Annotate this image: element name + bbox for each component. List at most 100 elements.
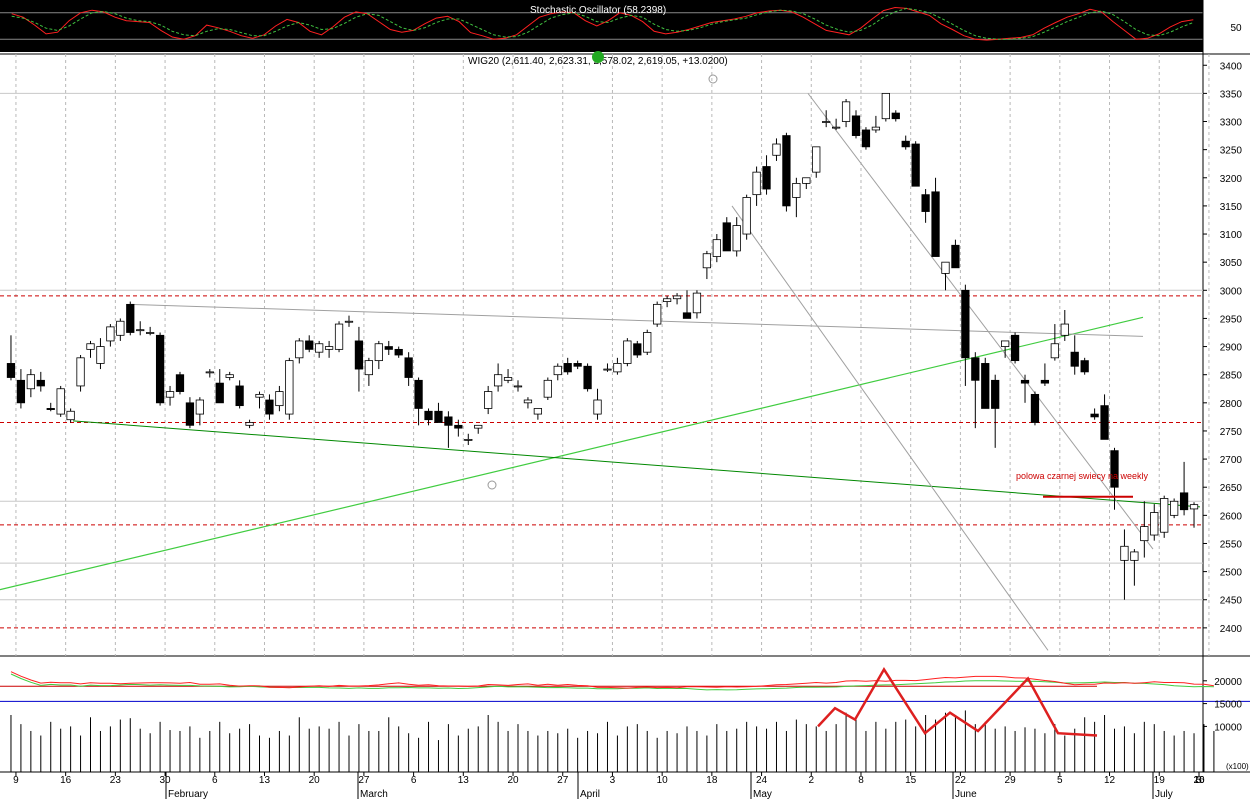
marker-icon: [487, 480, 497, 490]
candle-body: [1060, 323, 1069, 336]
candle-body: [832, 126, 841, 129]
candle-body: [682, 312, 692, 319]
x-day-label: 10: [657, 775, 669, 786]
candle-body: [961, 289, 970, 359]
candle-body: [583, 365, 592, 390]
volume-tick-label: 15000: [1214, 700, 1242, 711]
x-month-label: May: [753, 789, 772, 799]
price-tick-label: 3250: [1220, 146, 1243, 157]
candle-body: [802, 177, 811, 184]
candle-body: [1080, 360, 1089, 373]
candle-body: [1110, 450, 1119, 488]
candle-body: [722, 222, 731, 252]
candle-body: [205, 371, 214, 374]
candle-body: [633, 343, 642, 356]
candle-body: [1100, 405, 1109, 440]
annotation-text: polowa czarnej swiecy na weekly: [1016, 471, 1149, 481]
candle-body: [672, 295, 682, 300]
candle-body: [1010, 334, 1020, 362]
candle-body: [225, 374, 234, 378]
candle-body: [66, 410, 75, 421]
candle-body: [1160, 498, 1169, 533]
candle-body: [732, 225, 741, 252]
volume-unit-label: (x100): [1226, 762, 1249, 771]
candle-body: [285, 360, 294, 415]
candle-body: [1120, 545, 1129, 561]
candle-body: [394, 348, 403, 356]
price-tick-label: 2850: [1220, 371, 1243, 382]
x-month-label: February: [168, 789, 208, 799]
x-day-label: 6: [212, 775, 218, 786]
x-month-label: March: [360, 789, 388, 799]
candle-body: [126, 303, 135, 333]
candle-body: [812, 146, 821, 173]
price-tick-label: 2450: [1220, 596, 1243, 607]
rising-green-trendline: [0, 316, 1144, 591]
candle-body: [195, 399, 204, 415]
candle-body: [444, 416, 453, 426]
candle-body: [712, 239, 721, 257]
candle-body: [991, 379, 1000, 409]
candle-body: [941, 261, 950, 274]
x-day-label: 22: [955, 775, 967, 786]
grey-resistance-trendline: [129, 303, 1144, 337]
candle-body: [752, 171, 761, 196]
candle-body: [871, 126, 881, 131]
candle-body: [782, 135, 791, 207]
x-day-label: 5: [1057, 775, 1063, 786]
candle-body: [1040, 379, 1050, 384]
x-month-label: April: [580, 789, 600, 799]
candle-body: [305, 340, 314, 350]
price-tick-label: 3300: [1220, 118, 1243, 129]
candle-body: [891, 112, 900, 120]
candle-body: [1090, 413, 1099, 418]
candle-body: [26, 374, 35, 390]
candle-body: [344, 320, 354, 323]
candle-body: [931, 191, 940, 257]
price-tick-label: 3350: [1220, 89, 1243, 100]
candle-body: [593, 399, 602, 415]
candle-body: [861, 129, 871, 148]
upper-channel-line: [807, 93, 1154, 550]
candle-body: [911, 143, 920, 187]
candle-body: [106, 326, 115, 342]
price-tick-label: 3000: [1220, 286, 1243, 297]
marker-icon: [708, 74, 718, 84]
candle-body: [762, 166, 771, 190]
x-day-label: 12: [1104, 775, 1116, 786]
candle-body: [1150, 512, 1159, 536]
candle-body: [553, 365, 562, 376]
x-day-label: 13: [259, 775, 271, 786]
candle-body: [255, 393, 264, 398]
price-tick-label: 3150: [1220, 202, 1243, 213]
candle-body: [841, 101, 851, 122]
candle-body: [1070, 351, 1079, 367]
price-tick-label: 3100: [1220, 230, 1243, 241]
candle-body: [175, 374, 185, 392]
candle-body: [653, 303, 662, 325]
candle-body: [1001, 340, 1010, 347]
candle-body: [56, 388, 65, 415]
price-tick-label: 2550: [1220, 539, 1243, 550]
signal-marker-icon: [592, 51, 604, 63]
price-tick-label: 2700: [1220, 455, 1243, 466]
candle-body: [424, 410, 433, 421]
oscillator-title: Stochastic Oscillator (58.2398): [530, 5, 666, 16]
candle-body: [623, 340, 632, 364]
x-day-label: 13: [458, 775, 470, 786]
candle-body: [513, 385, 523, 388]
candle-body: [165, 391, 175, 398]
candle-body: [1189, 504, 1199, 510]
candle-body: [851, 115, 861, 136]
x-day-label: 27: [557, 775, 569, 786]
candle-body: [1020, 379, 1030, 384]
price-tick-label: 2500: [1220, 568, 1243, 579]
candle-body: [6, 363, 16, 378]
x-month-label: July: [1155, 789, 1173, 799]
candle-body: [1050, 343, 1059, 359]
x-day-label: 9: [13, 775, 19, 786]
oscillator-series-d: [11, 7, 1194, 40]
candle-body: [533, 408, 543, 415]
candle-body: [215, 382, 224, 404]
candle-body: [662, 298, 672, 302]
